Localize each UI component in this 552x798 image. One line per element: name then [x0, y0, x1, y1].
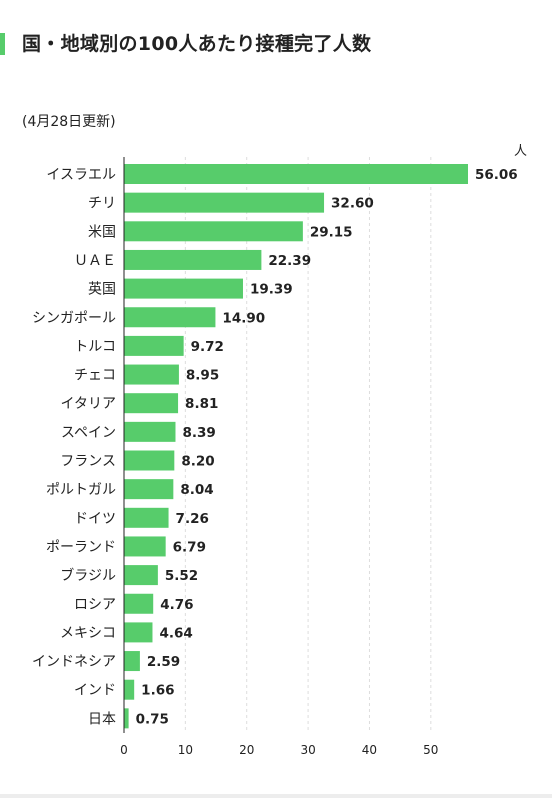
value-label: 56.06 — [475, 167, 518, 183]
axes: 0 10 20 30 40 50 — [120, 157, 438, 757]
x-tick-label: 20 — [239, 743, 254, 757]
value-label: 14.90 — [222, 310, 265, 326]
value-label: 4.76 — [160, 597, 193, 613]
category-label: ブラジル — [60, 567, 116, 584]
value-label: 19.39 — [250, 282, 293, 298]
value-label: 5.52 — [165, 568, 198, 584]
labels: イスラエル 56.06 チリ 32.60 米国 29.15 ＵＡＥ 22.39 英国 19.39 シ… — [32, 167, 518, 727]
bar — [124, 708, 129, 729]
page-title: 国・地域別の100人あたり接種完了人数 — [22, 33, 372, 55]
value-label: 8.04 — [180, 482, 213, 498]
bar — [124, 393, 179, 414]
category-label: ロシア — [74, 597, 116, 613]
bar — [124, 679, 135, 700]
category-label: チェコ — [74, 368, 116, 384]
bar — [124, 565, 158, 586]
x-tick-label: 10 — [178, 743, 193, 757]
category-label: イスラエル — [46, 167, 116, 183]
bar — [124, 622, 153, 643]
value-label: 2.59 — [147, 654, 180, 670]
category-label: インド — [74, 683, 116, 699]
category-label: イタリア — [61, 396, 116, 412]
value-label: 22.39 — [268, 253, 311, 269]
category-label: スペイン — [61, 425, 116, 441]
bar — [124, 593, 154, 614]
bar — [124, 307, 216, 328]
value-label: 8.39 — [182, 425, 215, 441]
bar — [124, 651, 140, 672]
category-label: ポルトガル — [46, 482, 116, 498]
value-label: 8.20 — [181, 454, 214, 470]
bar — [124, 249, 262, 270]
grid-lines — [184, 157, 432, 733]
bar — [124, 479, 174, 500]
x-tick-label: 0 — [120, 743, 128, 757]
bar — [124, 364, 179, 385]
unit-label: 人 — [514, 144, 528, 159]
category-label: トルコ — [74, 339, 116, 355]
updated-date: (4月28日更新) — [22, 114, 116, 130]
category-label: メキシコ — [60, 625, 116, 641]
value-label: 8.81 — [185, 396, 218, 412]
bar — [124, 192, 325, 213]
category-label: 米国 — [88, 224, 116, 240]
category-label: ドイツ — [74, 511, 116, 527]
category-label: 日本 — [88, 711, 116, 727]
category-label: シンガポール — [32, 310, 116, 326]
x-tick-label: 30 — [300, 743, 315, 757]
category-label: ポーランド — [46, 539, 116, 555]
value-label: 0.75 — [136, 711, 169, 727]
bar — [124, 278, 243, 299]
title-accent-bar — [0, 33, 5, 55]
value-label: 7.26 — [176, 511, 209, 527]
bar — [124, 507, 169, 528]
category-label: チリ — [88, 196, 116, 212]
value-label: 9.72 — [191, 339, 224, 355]
value-label: 29.15 — [310, 224, 353, 240]
value-label: 6.79 — [173, 539, 206, 555]
x-tick-label: 40 — [362, 743, 377, 757]
bar — [124, 221, 303, 242]
bars — [124, 164, 468, 729]
bar — [124, 421, 176, 442]
value-label: 8.95 — [186, 368, 219, 384]
bottom-divider — [0, 794, 552, 798]
x-tick-label: 50 — [423, 743, 438, 757]
category-label: フランス — [60, 454, 116, 470]
bar — [124, 450, 175, 471]
bar — [124, 536, 166, 557]
value-label: 32.60 — [331, 196, 374, 212]
value-label: 1.66 — [141, 683, 174, 699]
bar — [124, 335, 184, 356]
bar — [124, 164, 468, 184]
category-label: インドネシア — [32, 654, 116, 670]
category-label: 英国 — [88, 281, 116, 298]
value-label: 4.64 — [159, 625, 192, 641]
category-label: ＵＡＥ — [74, 253, 116, 269]
